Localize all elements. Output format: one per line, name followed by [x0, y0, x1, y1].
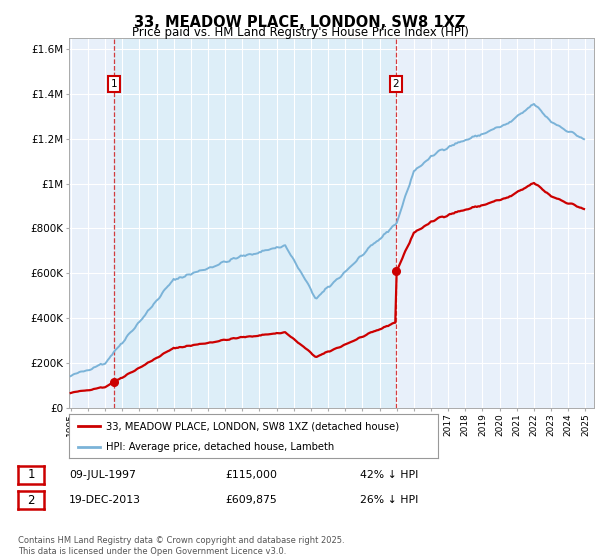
Text: 1: 1	[28, 468, 35, 482]
Text: 2: 2	[392, 80, 400, 89]
Bar	[114, 38, 396, 408]
Text: £609,875: £609,875	[225, 495, 277, 505]
Text: Contains HM Land Registry data © Crown copyright and database right 2025.
This d: Contains HM Land Registry data © Crown c…	[18, 536, 344, 556]
Text: 1: 1	[110, 80, 117, 89]
Text: £115,000: £115,000	[225, 470, 277, 480]
Text: 26% ↓ HPI: 26% ↓ HPI	[360, 495, 418, 505]
Text: HPI: Average price, detached house, Lambeth: HPI: Average price, detached house, Lamb…	[106, 442, 334, 452]
Text: 19-DEC-2013: 19-DEC-2013	[69, 495, 141, 505]
Text: 33, MEADOW PLACE, LONDON, SW8 1XZ (detached house): 33, MEADOW PLACE, LONDON, SW8 1XZ (detac…	[106, 421, 399, 431]
Text: 09-JUL-1997: 09-JUL-1997	[69, 470, 136, 480]
Text: 42% ↓ HPI: 42% ↓ HPI	[360, 470, 418, 480]
Text: 2: 2	[28, 493, 35, 507]
Text: Price paid vs. HM Land Registry's House Price Index (HPI): Price paid vs. HM Land Registry's House …	[131, 26, 469, 39]
Text: 33, MEADOW PLACE, LONDON, SW8 1XZ: 33, MEADOW PLACE, LONDON, SW8 1XZ	[134, 15, 466, 30]
